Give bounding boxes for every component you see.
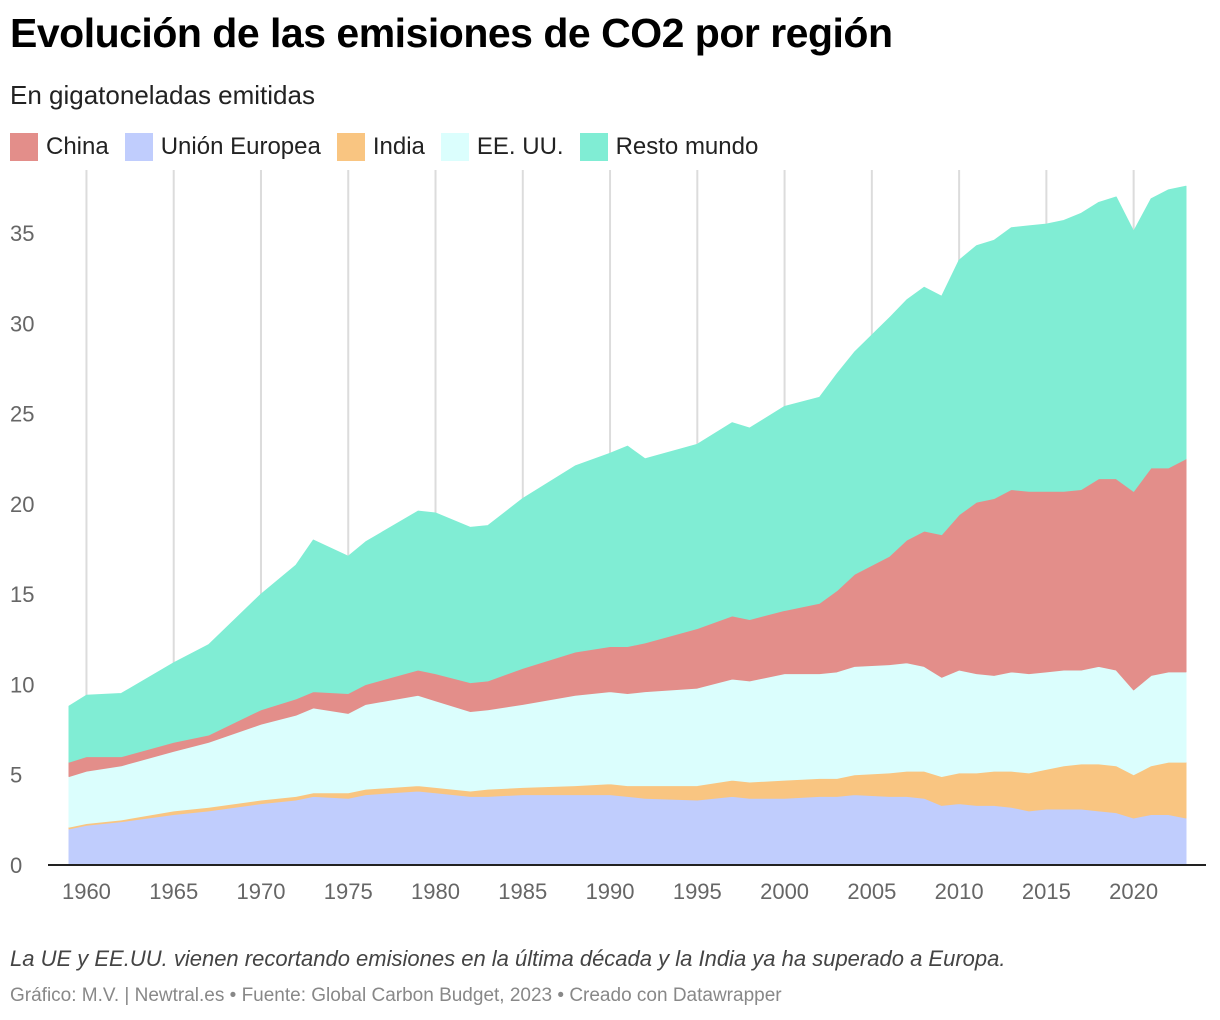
legend-swatch-resto-mundo [579, 133, 608, 161]
legend-item-union-europea: Unión Europea [124, 133, 321, 161]
x-tick-label-1970: 1970 [237, 879, 286, 904]
legend-item-resto-mundo: Resto mundo [579, 133, 759, 161]
x-tick-label-2015: 2015 [1022, 879, 1071, 904]
x-tick-label-1980: 1980 [411, 879, 460, 904]
y-tick-label-0: 0 [10, 853, 22, 878]
x-tick-label-2000: 2000 [760, 879, 809, 904]
legend-item-eeuu: EE. UU. [440, 133, 564, 161]
legend-swatch-union-europea [124, 133, 153, 161]
y-tick-label-10: 10 [10, 672, 34, 697]
y-tick-label-25: 25 [10, 402, 34, 427]
legend-swatch-india [336, 133, 365, 161]
y-tick-label-5: 5 [10, 763, 22, 788]
legend-item-china: China [10, 133, 109, 161]
y-tick-label-30: 30 [10, 311, 34, 336]
y-tick-label-35: 35 [10, 221, 34, 246]
legend-label-eeuu: EE. UU. [476, 133, 564, 160]
x-tick-label-1975: 1975 [324, 879, 373, 904]
chart-subtitle: En gigatoneladas emitidas [10, 80, 315, 110]
area-resto-mundo [68, 185, 1187, 763]
x-tick-label-1990: 1990 [586, 879, 635, 904]
chart-title: Evolución de las emisiones de CO2 por re… [10, 10, 893, 56]
legend-label-india: India [372, 133, 425, 160]
x-tick-label-1965: 1965 [149, 879, 198, 904]
x-tick-label-1995: 1995 [673, 879, 722, 904]
x-tick-label-2020: 2020 [1109, 879, 1158, 904]
legend-item-india: India [336, 133, 425, 161]
legend-swatch-china [10, 133, 38, 161]
x-tick-label-1985: 1985 [498, 879, 547, 904]
chart-note: La UE y EE.UU. vienen recortando emision… [10, 946, 1006, 971]
stacked-area-chart: 1960 1965 1970 1975 1980 1985 1990 1995 2000 2005… [10, 170, 1206, 904]
legend-label-union-europea: Unión Europea [160, 133, 321, 160]
legend-label-resto-mundo: Resto mundo [615, 133, 759, 160]
y-tick-label-20: 20 [10, 492, 34, 517]
y-tick-label-15: 15 [10, 582, 34, 607]
chart-credit: Gráfico: M.V. | Newtral.es • Fuente: Glo… [10, 985, 782, 1006]
x-tick-label-1960: 1960 [62, 879, 111, 904]
legend-swatch-eeuu [440, 133, 469, 161]
x-tick-label-2005: 2005 [847, 879, 896, 904]
legend-label-china: China [46, 133, 109, 160]
x-tick-label-2010: 2010 [935, 879, 984, 904]
legend: China Unión Europea India EE. UU. Resto … [10, 133, 774, 161]
